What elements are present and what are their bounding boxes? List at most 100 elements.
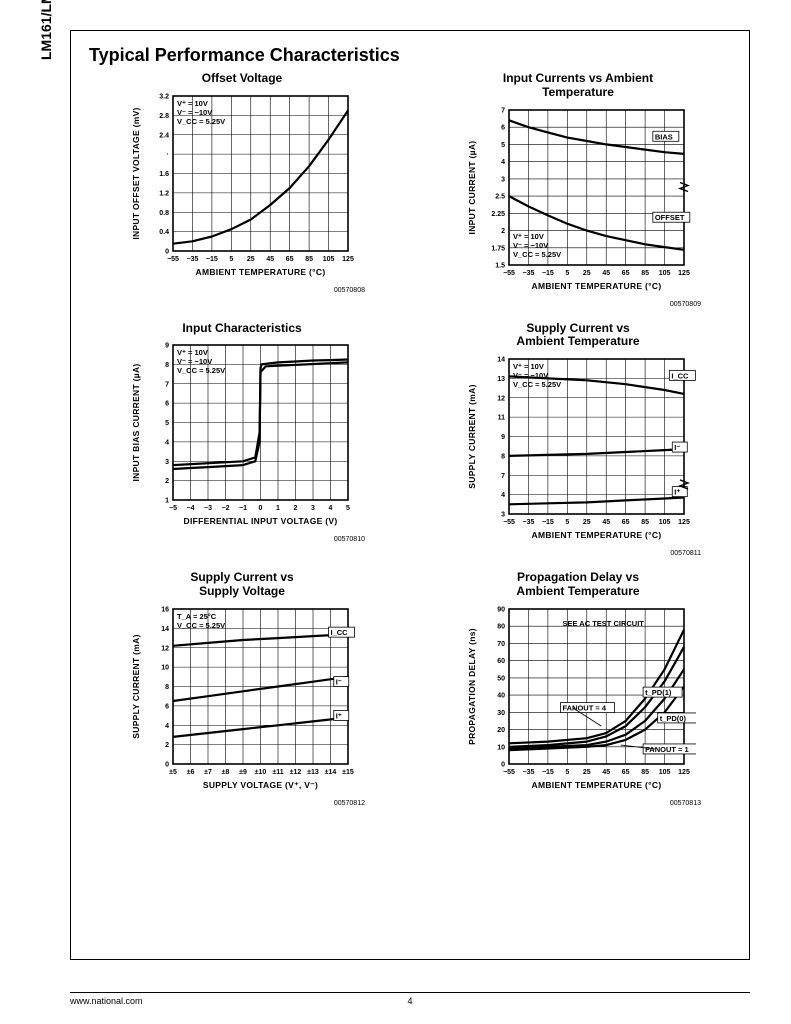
svg-text:−55: −55	[503, 519, 515, 526]
svg-text:30: 30	[497, 710, 505, 717]
svg-text:1.2: 1.2	[159, 190, 169, 197]
svg-text:−15: −15	[541, 270, 553, 277]
svg-text:7: 7	[501, 473, 505, 480]
svg-text:V_CC = 5.25V: V_CC = 5.25V	[513, 250, 561, 259]
svg-text:±13: ±13	[307, 769, 319, 776]
svg-text:5: 5	[565, 769, 569, 776]
svg-text:I⁺: I⁺	[674, 488, 680, 497]
chart-prop_delay: −55−35−155254565851051250102030405060708…	[461, 603, 696, 798]
svg-text:125: 125	[342, 256, 354, 263]
svg-text:V⁺ = 10V: V⁺ = 10V	[177, 99, 208, 108]
svg-text:50: 50	[497, 675, 505, 682]
svg-text:V⁻ = −10V: V⁻ = −10V	[513, 371, 548, 380]
svg-text:·: ·	[166, 151, 168, 158]
svg-text:0: 0	[258, 505, 262, 512]
svg-text:6: 6	[165, 401, 169, 408]
chart-offset_voltage: −55−35−1552545658510512500.40.81.21.6·2.…	[125, 90, 360, 285]
svg-text:0.4: 0.4	[159, 229, 169, 236]
svg-text:105: 105	[658, 270, 670, 277]
svg-text:7: 7	[165, 382, 169, 389]
svg-text:−55: −55	[503, 270, 515, 277]
svg-text:0: 0	[501, 761, 505, 768]
chart-cell-supply_current_volt: Supply Current vsSupply Voltage±5±6±7±8±…	[89, 571, 395, 807]
svg-text:I⁻: I⁻	[674, 443, 680, 452]
chart-title: Propagation Delay vsAmbient Temperature	[425, 571, 731, 599]
svg-text:4: 4	[165, 723, 169, 730]
svg-text:FANOUT = 1: FANOUT = 1	[645, 745, 689, 754]
chart-supply_current_volt: ±5±6±7±8±9±10±11±12±13±14±15024681012141…	[125, 603, 360, 798]
svg-text:SUPPLY VOLTAGE (V⁺, V⁻): SUPPLY VOLTAGE (V⁺, V⁻)	[202, 780, 317, 790]
svg-text:±11: ±11	[272, 769, 283, 776]
svg-text:±14: ±14	[324, 769, 336, 776]
side-product-label: LM161/LM361	[38, 0, 54, 60]
svg-text:9: 9	[501, 434, 505, 441]
svg-text:0: 0	[165, 761, 169, 768]
charts-grid: Offset Voltage−55−35−1552545658510512500…	[89, 72, 731, 807]
svg-text:±10: ±10	[254, 769, 266, 776]
svg-text:±9: ±9	[239, 769, 247, 776]
svg-text:−15: −15	[541, 519, 553, 526]
svg-text:5: 5	[501, 142, 505, 149]
svg-text:2: 2	[293, 505, 297, 512]
svg-text:V⁺ = 10V: V⁺ = 10V	[513, 232, 544, 241]
svg-text:BIAS: BIAS	[654, 132, 672, 141]
svg-text:SEE AC TEST CIRCUIT: SEE AC TEST CIRCUIT	[562, 619, 644, 628]
svg-text:25: 25	[246, 256, 254, 263]
chart-title: Supply Current vsAmbient Temperature	[425, 322, 731, 350]
svg-text:14: 14	[161, 626, 169, 633]
figure-number: 00570812	[89, 800, 395, 807]
svg-text:65: 65	[621, 519, 629, 526]
svg-text:4: 4	[165, 440, 169, 447]
svg-text:45: 45	[602, 769, 610, 776]
svg-text:V⁺ = 10V: V⁺ = 10V	[513, 362, 544, 371]
svg-text:85: 85	[641, 769, 649, 776]
svg-text:13: 13	[497, 376, 505, 383]
figure-number: 00570811	[425, 550, 731, 557]
svg-text:4: 4	[328, 505, 332, 512]
svg-text:−35: −35	[522, 769, 534, 776]
svg-text:V⁻ = −10V: V⁻ = −10V	[177, 108, 212, 117]
svg-text:5: 5	[565, 270, 569, 277]
page-footer: www.national.com 4	[70, 992, 750, 1006]
svg-text:5: 5	[165, 420, 169, 427]
chart-supply_current_temp: −55−35−155254565851051253478911121314I_C…	[461, 353, 696, 548]
svg-text:2.4: 2.4	[159, 132, 169, 139]
svg-text:1.75: 1.75	[491, 245, 505, 252]
svg-text:SUPPLY CURRENT (mA): SUPPLY CURRENT (mA)	[467, 384, 477, 488]
svg-text:−1: −1	[239, 505, 247, 512]
svg-text:25: 25	[582, 769, 590, 776]
svg-text:V_CC = 5.25V: V_CC = 5.25V	[177, 366, 225, 375]
svg-text:65: 65	[621, 769, 629, 776]
svg-text:−55: −55	[503, 769, 515, 776]
svg-text:−5: −5	[169, 505, 177, 512]
svg-text:t_PD(0): t_PD(0)	[659, 714, 686, 723]
svg-text:t_PD(1): t_PD(1)	[645, 688, 672, 697]
svg-text:OFFSET: OFFSET	[654, 213, 684, 222]
svg-text:I_CC: I_CC	[330, 628, 348, 637]
page-frame: Typical Performance Characteristics Offs…	[70, 30, 750, 960]
svg-text:SUPPLY CURRENT (mA): SUPPLY CURRENT (mA)	[131, 634, 141, 738]
svg-text:±8: ±8	[221, 769, 229, 776]
svg-text:V_CC = 5.25V: V_CC = 5.25V	[513, 380, 561, 389]
svg-text:−3: −3	[204, 505, 212, 512]
svg-text:40: 40	[497, 692, 505, 699]
svg-text:INPUT BIAS CURRENT (µA): INPUT BIAS CURRENT (µA)	[131, 364, 141, 482]
chart-cell-offset_voltage: Offset Voltage−55−35−1552545658510512500…	[89, 72, 395, 308]
svg-text:85: 85	[305, 256, 313, 263]
svg-text:1.5: 1.5	[495, 262, 505, 269]
footer-page-number: 4	[407, 996, 412, 1006]
svg-text:PROPAGATION DELAY (ns): PROPAGATION DELAY (ns)	[467, 628, 477, 745]
svg-text:65: 65	[285, 256, 293, 263]
svg-text:2: 2	[165, 479, 169, 486]
svg-text:V⁺ = 10V: V⁺ = 10V	[177, 348, 208, 357]
svg-text:±12: ±12	[289, 769, 301, 776]
svg-text:85: 85	[641, 519, 649, 526]
svg-text:DIFFERENTIAL INPUT VOLTAGE (V): DIFFERENTIAL INPUT VOLTAGE (V)	[183, 516, 337, 526]
svg-text:6: 6	[165, 703, 169, 710]
svg-text:14: 14	[497, 357, 505, 364]
svg-text:3: 3	[501, 512, 505, 519]
svg-text:0.8: 0.8	[159, 210, 169, 217]
chart-title: Input Currents vs AmbientTemperature	[425, 72, 731, 100]
chart-input_char: −5−4−3−2−1012345123456789V⁺ = 10VV⁻ = −1…	[125, 339, 360, 534]
svg-text:60: 60	[497, 658, 505, 665]
